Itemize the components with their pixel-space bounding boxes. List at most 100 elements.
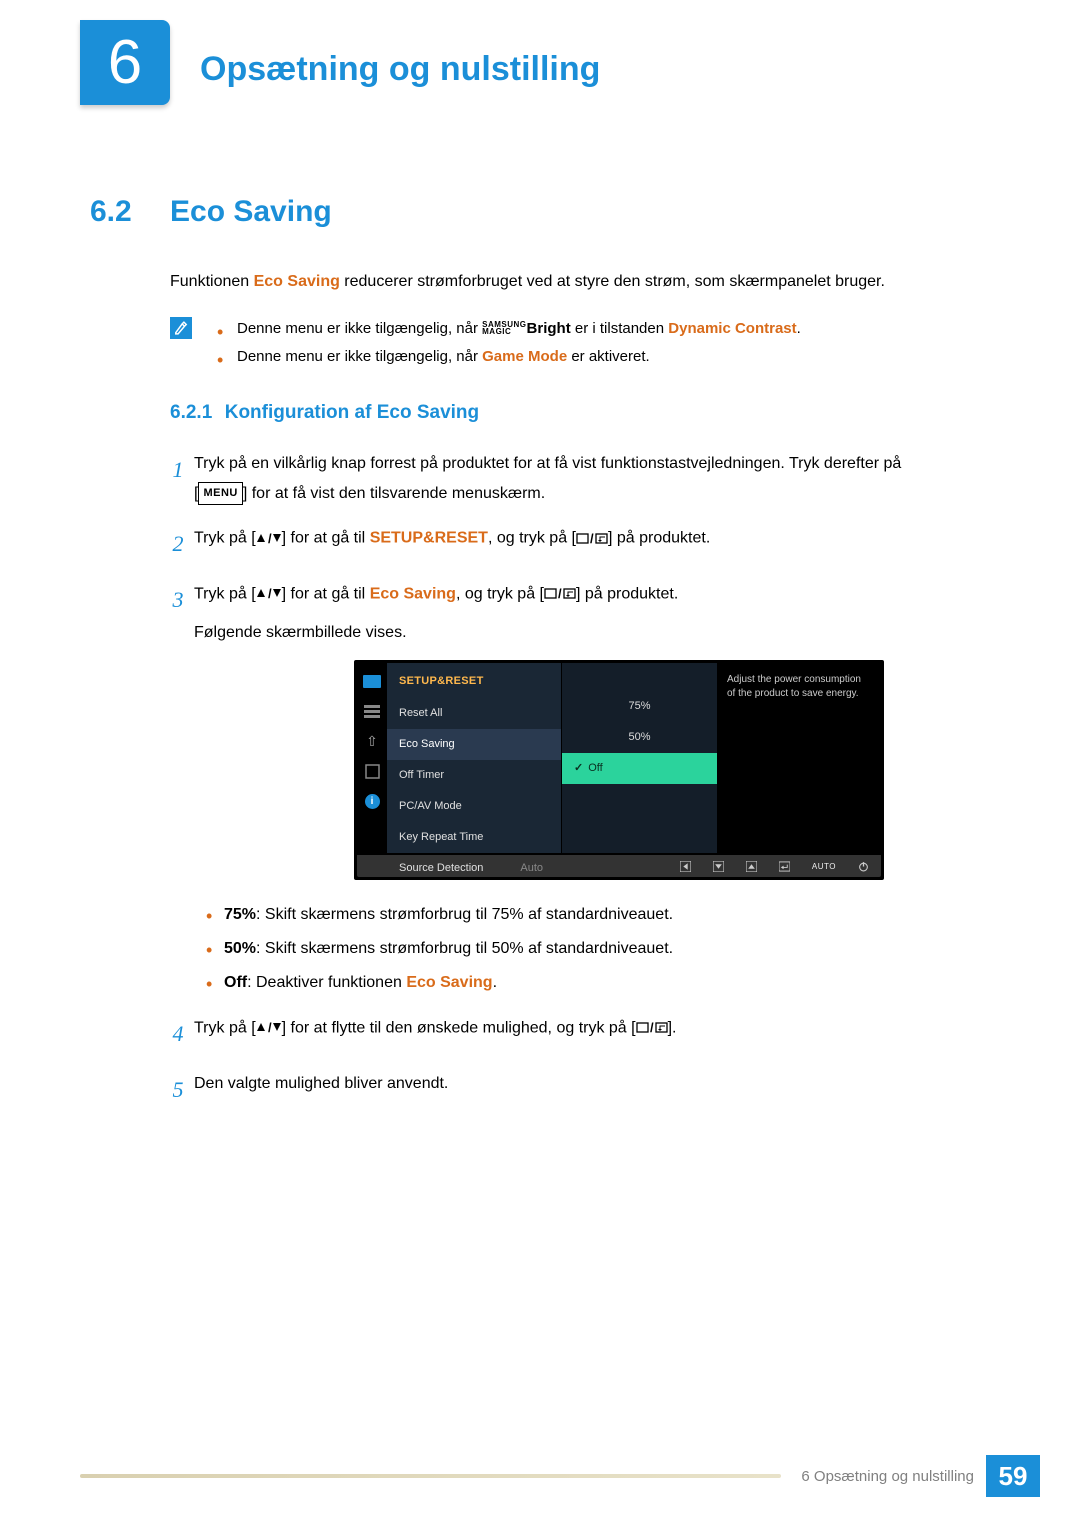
note-icon [170,317,192,339]
s4-post: ]. [668,1020,677,1037]
svg-text:/: / [268,587,272,600]
menu-button-label: MENU [198,482,242,505]
s2-mid: ] for at gå til [282,530,370,547]
s3-extra: Følgende skærmbillede vises. [194,618,990,648]
osd-nav-up-icon [746,861,757,872]
chapter-title: Opsætning og nulstilling [200,50,600,89]
b1-text: : Skift skærmens strømforbrug til 75% af… [256,906,673,923]
section-title: Eco Saving [170,195,332,229]
step-3: 3 Tryk på [/] for at gå til Eco Saving, … [162,579,990,999]
osd-menu-item: PC/AV Mode [387,791,561,822]
note2-hl: Game Mode [482,348,567,365]
osd-sub-item: 50% [562,722,717,753]
note1-hl: Dynamic Contrast [668,320,796,337]
osd-item-value: Auto [520,858,549,879]
svg-text:/: / [650,1021,654,1034]
note-item-2: Denne menu er ikke tilgængelig, når Game… [217,343,801,372]
step-5: 5 Den valgte mulighed bliver anvendt. [162,1069,990,1111]
osd-sidebar-arrows-icon: ⇧ [362,733,382,749]
step-body: Tryk på [/] for at gå til Eco Saving, og… [194,579,990,999]
page-header: 6 Opsætning og nulstilling [0,0,1080,105]
note1-post: . [797,320,801,337]
svg-text:/: / [268,1021,272,1034]
s4-pre: Tryk på [ [194,1020,256,1037]
note1-bright: Bright [527,320,571,337]
footer-divider [80,1474,781,1478]
osd-screenshot: ⇧ i SETUP&RESET Reset All Eco Saving Off… [354,660,990,880]
note2-post: er aktiveret. [567,348,650,365]
note-block: Denne menu er ikke tilgængelig, når SAMS… [170,315,990,372]
b2-text: : Skift skærmens strømforbrug til 50% af… [256,940,673,957]
svg-text:/: / [558,587,562,600]
s4-mid: ] for at flytte til den ønskede mulighed… [282,1020,636,1037]
s2-post1: , og tryk på [ [488,530,576,547]
intro-highlight: Eco Saving [254,273,340,290]
option-bullets: 75%: Skift skærmens strømforbrug til 75%… [194,898,990,999]
b3-bold: Off [224,974,247,991]
note2-pre: Denne menu er ikke tilgængelig, når [237,348,482,365]
osd-auto-label: AUTO [812,859,836,874]
osd-sidebar-monitor-icon [362,673,382,689]
subsection-heading: 6.2.1 Konfiguration af Eco Saving [170,402,990,424]
osd-item-label: Source Detection [399,858,483,879]
b3-hl: Eco Saving [406,974,492,991]
svg-text:/: / [590,532,594,545]
osd-nav-down-icon [713,861,724,872]
b2-bold: 50% [224,940,256,957]
osd-panel: ⇧ i SETUP&RESET Reset All Eco Saving Off… [354,660,884,880]
s1-l1: Tryk på en vilkårlig knap forrest på pro… [194,455,901,472]
osd-menu-item-selected: Eco Saving [387,729,561,760]
step-number: 5 [162,1069,194,1111]
osd-menu-item: Off Timer [387,760,561,791]
step-4: 4 Tryk på [ / ] for at flytte til den ønsk… [162,1013,990,1055]
section-heading: 6.2 Eco Saving [90,195,990,229]
osd-sidebar-box-icon [362,763,382,779]
osd-menu-header: SETUP&RESET [387,663,561,698]
note-item-1: Denne menu er ikke tilgængelig, når SAMS… [217,315,801,344]
content-area: 6.2 Eco Saving Funktionen Eco Saving red… [0,105,1080,1111]
s2-pre: Tryk på [ [194,530,256,547]
enter-icon: / [544,579,576,609]
osd-sidebar-info-icon: i [362,793,382,809]
step-body: Tryk på [/] for at gå til SETUP&RESET, o… [194,523,990,565]
osd-sub-item: 75% [562,691,717,722]
osd-sidebar-bars-icon [362,703,382,719]
step-number: 1 [162,449,194,510]
step-body: Tryk på [ / ] for at flytte til den ønsked… [194,1013,990,1055]
osd-sidebar: ⇧ i [357,663,387,853]
osd-nav-enter-icon [779,861,790,872]
step-1: 1 Tryk på en vilkårlig knap forrest på p… [162,449,990,510]
chapter-number: 6 [108,27,142,98]
osd-tooltip: Adjust the power consumption of the prod… [717,663,881,853]
samsung-magic-label: SAMSUNGMAGIC [482,322,526,335]
up-down-icon: / [256,579,282,609]
s1-l2b: ] for at få vist den tilsvarende menuskæ… [243,485,545,502]
section-number: 6.2 [90,195,170,229]
s3-hl: Eco Saving [370,586,456,603]
bullet-50: 50%: Skift skærmens strømforbrug til 50%… [194,932,990,966]
enter-icon: / [576,523,608,553]
s3-mid: ] for at gå til [282,586,370,603]
b3-mid: : Deaktiver funktionen [247,974,406,991]
note1-pre: Denne menu er ikke tilgængelig, når [237,320,482,337]
footer-text: 6 Opsætning og nulstilling [801,1468,974,1485]
bullet-off: Off: Deaktiver funktionen Eco Saving. [194,966,990,1000]
page-footer: 6 Opsætning og nulstilling 59 [80,1455,1040,1497]
intro-pre: Funktionen [170,273,254,290]
osd-nav-left-icon [680,861,691,872]
step-number: 4 [162,1013,194,1055]
subsection-title: Konfiguration af Eco Saving [225,402,479,423]
s3-pre: Tryk på [ [194,586,256,603]
s3-post1: , og tryk på [ [456,586,544,603]
note-list: Denne menu er ikke tilgængelig, når SAMS… [217,315,801,372]
step-number: 3 [162,579,194,999]
osd-sub-active-label: Off [588,758,602,779]
osd-submenu: 75% 50% Off [562,663,717,853]
up-down-icon: / [256,1013,282,1043]
note1-mid: er i tilstanden [571,320,669,337]
step-list: 1 Tryk på en vilkårlig knap forrest på p… [162,449,990,1111]
osd-menu-item: Key Repeat Time [387,822,561,853]
step-2: 2 Tryk på [/] for at gå til SETUP&RESET,… [162,523,990,565]
chapter-tab: 6 [80,20,170,105]
b1-bold: 75% [224,906,256,923]
